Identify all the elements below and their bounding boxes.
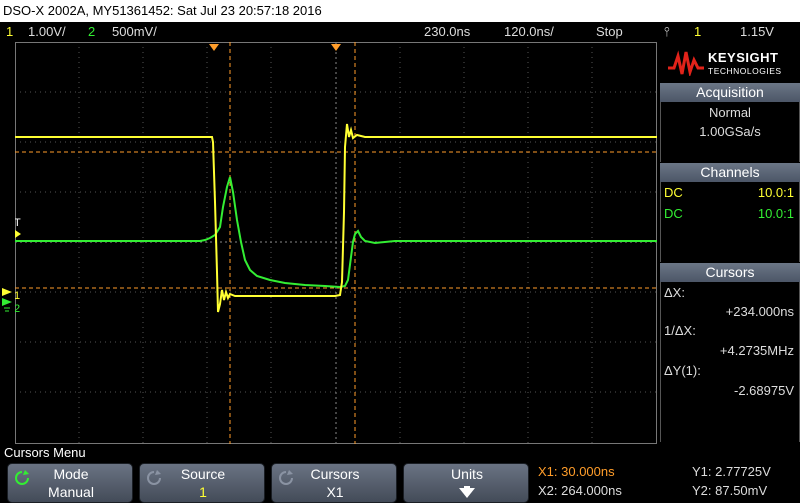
units-label: Units — [451, 466, 483, 482]
timebase-scale[interactable]: 120.0ns/ — [504, 24, 554, 39]
scope-status-bar: 1 1.00V/ 2 500mV/ 230.0ns 120.0ns/ Stop … — [0, 22, 800, 41]
y2-readout: Y2: 87.50mV — [692, 483, 768, 498]
source-value: 1 — [199, 484, 207, 500]
acquisition-header[interactable]: Acquisition — [660, 83, 800, 102]
delta-y-label: ΔY(1): — [664, 363, 701, 378]
mode-label: Mode — [53, 466, 89, 482]
ch1-waveform — [15, 123, 657, 313]
horizontal-delay[interactable]: 230.0ns — [424, 24, 471, 39]
channels-header[interactable]: Channels — [660, 163, 800, 182]
delta-x-value: +234.000ns — [725, 304, 794, 319]
delta-y-value: -2.68975V — [734, 383, 794, 398]
cursors-panel: ΔX: +234.000ns 1/ΔX: +4.2735MHz ΔY(1): -… — [660, 282, 800, 442]
x-cursor-readout: X1: 30.000ns X2: 264.000ns — [536, 463, 690, 503]
ch2-coupling: DC — [664, 206, 683, 221]
rotate-knob-icon — [147, 470, 161, 485]
ch1-scale[interactable]: 1.00V/ — [28, 24, 66, 39]
run-state[interactable]: Stop — [596, 24, 623, 39]
trigger-source[interactable]: 1 — [694, 24, 702, 39]
cursors-header[interactable]: Cursors — [660, 263, 800, 282]
channels-panel: DC 10.0:1 DC 10.0:1 — [660, 182, 800, 262]
y1-readout: Y1: 2.77725V — [692, 464, 771, 479]
source-softkey[interactable]: Source 1 — [139, 463, 265, 503]
window-title-bar: DSO-X 2002A, MY51361452: Sat Jul 23 20:5… — [0, 0, 800, 22]
ch2-scale[interactable]: 500mV/ — [112, 24, 157, 39]
trigger-level-marker[interactable] — [15, 230, 21, 238]
mode-softkey[interactable]: Mode Manual — [7, 463, 133, 503]
ground-markers[interactable] — [0, 284, 16, 320]
ch1-ground-label: 1 — [15, 290, 20, 302]
cursors-value: X1 — [326, 484, 344, 500]
ch1-coupling: DC — [664, 185, 683, 200]
ch2-probe: 10.0:1 — [757, 206, 794, 221]
delay-center-marker — [331, 44, 341, 51]
trigger-position-marker[interactable] — [209, 44, 219, 51]
ch1-number[interactable]: 1 — [6, 24, 14, 39]
units-softkey[interactable]: Units — [403, 463, 529, 503]
keysight-logo: KEYSIGHT TECHNOLOGIES — [660, 42, 800, 86]
submenu-arrow-icon — [459, 486, 475, 498]
sample-rate: 1.00GSa/s — [699, 124, 761, 139]
trigger-edge-icon: ⫯ — [664, 24, 670, 39]
acquisition-mode: Normal — [709, 105, 751, 120]
trigger-level[interactable]: 1.15V — [740, 24, 774, 39]
source-label: Source — [180, 466, 226, 482]
x1-readout: X1: 30.000ns — [538, 464, 615, 479]
softkey-bar: Cursors Menu Mode Manual Source 1 Cursor… — [0, 444, 800, 503]
graticule-border — [15, 42, 657, 444]
rotate-knob-icon — [15, 470, 29, 485]
mode-value: Manual — [48, 484, 94, 500]
cursors-label: Cursors — [310, 466, 360, 482]
menu-title: Cursors Menu — [4, 445, 86, 460]
delta-x-label: ΔX: — [664, 285, 685, 300]
waveform-display[interactable]: T 1 2 — [15, 42, 657, 444]
brand-name: KEYSIGHT — [708, 50, 779, 65]
side-info-panel: KEYSIGHT TECHNOLOGIES Acquisition Normal… — [660, 42, 800, 444]
x2-readout: X2: 264.000ns — [538, 483, 622, 498]
keysight-wave-icon — [668, 50, 704, 76]
ch1-probe: 10.0:1 — [757, 185, 794, 200]
trigger-level-label: T — [15, 217, 21, 229]
acquisition-panel: Normal 1.00GSa/s — [660, 102, 800, 162]
graticule-grid — [15, 42, 657, 444]
inverse-delta-x-value: +4.2735MHz — [719, 343, 794, 358]
cursors-softkey[interactable]: Cursors X1 — [271, 463, 397, 503]
inverse-delta-x-label: 1/ΔX: — [664, 323, 696, 338]
brand-subtitle: TECHNOLOGIES — [708, 66, 782, 76]
ch2-ground-label: 2 — [15, 303, 20, 315]
ch2-waveform — [15, 176, 657, 289]
rotate-knob-icon — [279, 470, 293, 485]
ch2-number[interactable]: 2 — [88, 24, 96, 39]
y-cursor-readout: Y1: 2.77725V Y2: 87.50mV — [690, 463, 800, 503]
